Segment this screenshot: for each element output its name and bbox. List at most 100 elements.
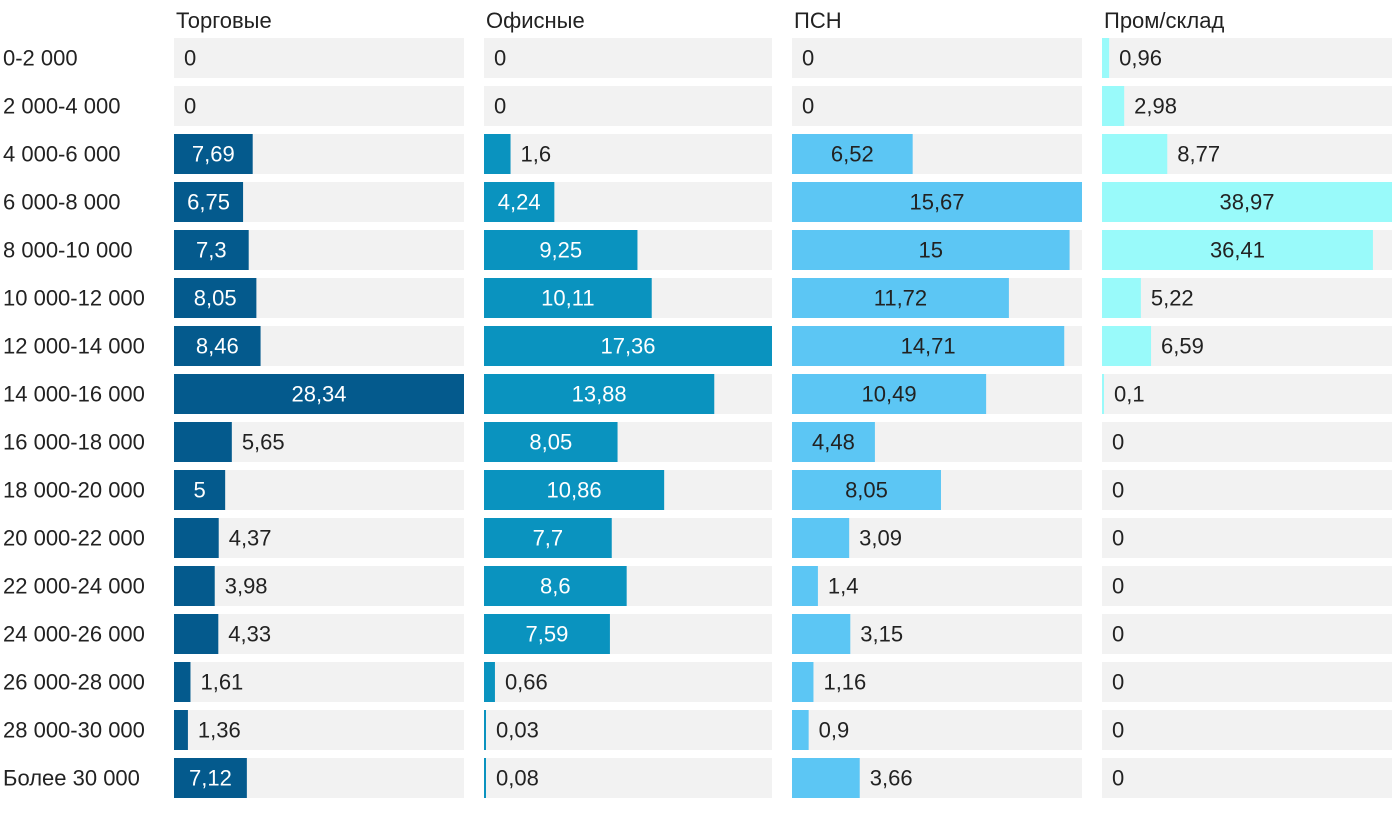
category-label: 20 000-22 000 xyxy=(3,526,145,551)
panel-title: Офисные xyxy=(486,8,585,33)
bar xyxy=(792,422,875,462)
bar xyxy=(792,566,818,606)
bar xyxy=(174,710,188,750)
bar-background xyxy=(1102,614,1392,654)
data-label: 4,48 xyxy=(812,430,855,455)
data-label: 0,08 xyxy=(496,766,539,791)
data-label: 6,75 xyxy=(187,190,230,215)
bar xyxy=(174,326,261,366)
data-label: 10,11 xyxy=(541,286,594,311)
bar-background xyxy=(792,662,1082,702)
data-label: 3,98 xyxy=(225,574,268,599)
bar xyxy=(174,566,215,606)
category-label: 2 000-4 000 xyxy=(3,94,120,119)
bar xyxy=(792,710,809,750)
category-label: 24 000-26 000 xyxy=(3,622,145,647)
bar xyxy=(1102,134,1168,174)
bar xyxy=(484,422,618,462)
bar xyxy=(1102,38,1110,78)
bar-background xyxy=(1102,86,1392,126)
category-label: 8 000-10 000 xyxy=(3,238,133,263)
category-label: 14 000-16 000 xyxy=(3,382,145,407)
bar xyxy=(174,182,244,222)
bar-background xyxy=(1102,38,1392,78)
data-label: 7,69 xyxy=(192,142,235,167)
bar xyxy=(1102,230,1373,270)
data-label: 0,66 xyxy=(505,670,548,695)
bar-background xyxy=(1102,566,1392,606)
bar xyxy=(792,134,913,174)
bar-background xyxy=(792,566,1082,606)
bar-background xyxy=(484,134,772,174)
bar xyxy=(484,326,772,366)
bar xyxy=(484,710,486,750)
data-label: 7,3 xyxy=(196,238,227,263)
data-label: 15,67 xyxy=(909,190,964,215)
bar xyxy=(484,566,627,606)
bar-background xyxy=(1102,518,1392,558)
bar xyxy=(484,662,495,702)
data-label: 7,7 xyxy=(533,526,564,551)
bar-background xyxy=(1102,662,1392,702)
bar xyxy=(1102,278,1141,318)
data-label: 0 xyxy=(1112,574,1124,599)
data-label: 0 xyxy=(1112,478,1124,503)
bar-background xyxy=(484,662,772,702)
bar-background xyxy=(1102,470,1392,510)
bar xyxy=(174,614,219,654)
data-label: 28,34 xyxy=(291,382,346,407)
bar-background xyxy=(1102,710,1392,750)
category-label: 6 000-8 000 xyxy=(3,190,120,215)
bar xyxy=(484,134,511,174)
data-label: 6,59 xyxy=(1161,334,1204,359)
data-label: 7,12 xyxy=(189,766,232,791)
bar xyxy=(1102,86,1125,126)
bar xyxy=(174,278,257,318)
data-label: 8,6 xyxy=(540,574,571,599)
data-label: 0 xyxy=(494,94,506,119)
data-label: 14,71 xyxy=(901,334,956,359)
bar xyxy=(792,230,1070,270)
bar xyxy=(792,182,1082,222)
panel-title: Пром/склад xyxy=(1104,8,1224,33)
data-label: 0,96 xyxy=(1119,46,1162,71)
category-label: 26 000-28 000 xyxy=(3,670,145,695)
panel-title: Торговые xyxy=(176,8,272,33)
bar xyxy=(792,326,1065,366)
bar xyxy=(792,614,851,654)
data-label: 5,22 xyxy=(1151,286,1194,311)
data-label: 0 xyxy=(1112,430,1124,455)
bar-background xyxy=(1102,278,1392,318)
data-label: 4,24 xyxy=(498,190,541,215)
bar xyxy=(174,422,232,462)
data-label: 7,59 xyxy=(526,622,569,647)
bar-background xyxy=(792,710,1082,750)
data-label: 0 xyxy=(1112,622,1124,647)
bar xyxy=(174,758,247,798)
category-label: 16 000-18 000 xyxy=(3,430,145,455)
data-label: 8,05 xyxy=(529,430,572,455)
category-label: 18 000-20 000 xyxy=(3,478,145,503)
bar xyxy=(484,758,486,798)
data-label: 3,09 xyxy=(859,526,902,551)
category-label: 22 000-24 000 xyxy=(3,574,145,599)
bar xyxy=(484,230,638,270)
bar-background xyxy=(484,710,772,750)
bar xyxy=(1102,374,1104,414)
bar-background xyxy=(1102,422,1392,462)
data-label: 8,77 xyxy=(1177,142,1220,167)
bar-background xyxy=(174,566,464,606)
data-label: 0 xyxy=(1112,718,1124,743)
data-label: 10,86 xyxy=(547,478,602,503)
data-label: 5 xyxy=(193,478,205,503)
bar xyxy=(484,182,555,222)
bar xyxy=(484,278,652,318)
bar xyxy=(174,134,253,174)
data-label: 0,03 xyxy=(496,718,539,743)
bar xyxy=(792,662,814,702)
bar xyxy=(484,374,715,414)
category-label: 28 000-30 000 xyxy=(3,718,145,743)
bar-background xyxy=(1102,758,1392,798)
bar xyxy=(792,518,850,558)
